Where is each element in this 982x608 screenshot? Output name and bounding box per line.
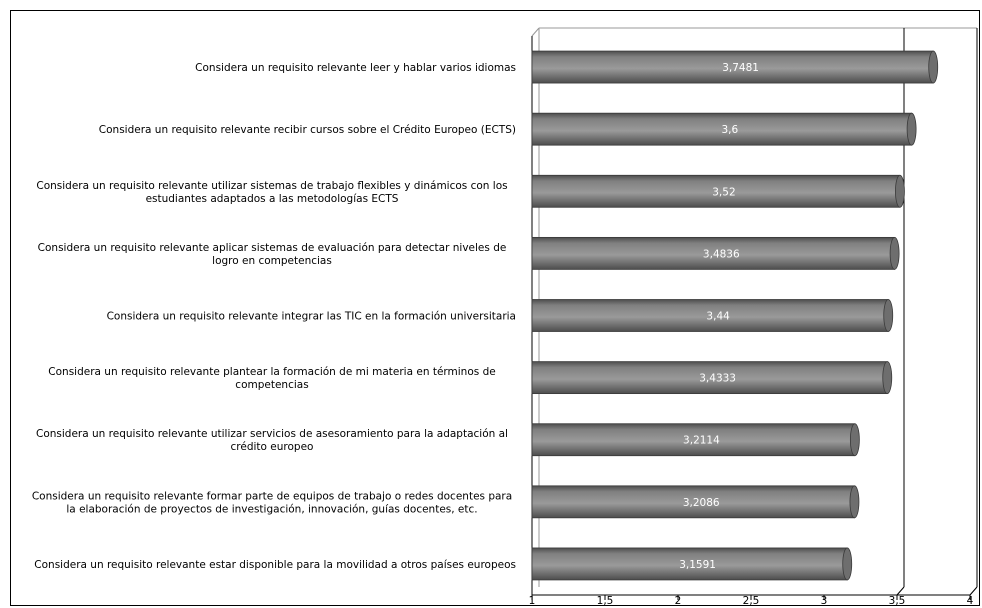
category-label: Considera un requisito relevante utiliza… xyxy=(36,180,507,205)
category-label-line: la elaboración de proyectos de investiga… xyxy=(66,503,477,515)
bar-cap xyxy=(842,547,853,581)
bar-cap xyxy=(849,423,860,457)
bar: 3,6 xyxy=(531,112,917,146)
bar-cap xyxy=(849,485,860,519)
category-label: Considera un requisito relevante formar … xyxy=(32,490,512,515)
x-tick-label: 1,5 xyxy=(597,595,614,607)
depth-edge xyxy=(531,27,540,37)
x-tick-label: 1 xyxy=(529,595,536,607)
bar-body xyxy=(531,485,855,519)
x-tick-label: 3 xyxy=(821,595,828,607)
x-tick-label: 2,5 xyxy=(743,595,760,607)
category-label-line: Considera un requisito relevante utiliza… xyxy=(36,180,507,192)
bar: 3,2086 xyxy=(531,485,860,519)
data-label: 3,2114 xyxy=(683,435,720,447)
data-label: 3,52 xyxy=(712,186,735,198)
category-label-line: crédito europeo xyxy=(231,441,314,453)
x-tick-label: 4 xyxy=(967,595,974,607)
data-label: 3,4836 xyxy=(703,248,740,260)
data-label: 3,7481 xyxy=(722,62,759,74)
bar-cap xyxy=(928,50,939,84)
bar-cap xyxy=(883,299,894,332)
data-label: 3,6 xyxy=(721,124,738,136)
bar-cap xyxy=(895,174,905,208)
bar: 3,7481 xyxy=(531,50,939,84)
bar: 3,2114 xyxy=(531,423,860,457)
category-label-line: competencias xyxy=(235,379,308,391)
bar-body xyxy=(531,299,889,332)
category-label: Considera un requisito relevante recibir… xyxy=(99,124,516,136)
gridline-foot xyxy=(969,586,978,596)
category-label-line: Considera un requisito relevante formar … xyxy=(32,490,512,502)
category-label-line: Considera un requisito relevante aplicar… xyxy=(38,242,507,254)
gridline-foot xyxy=(896,586,905,596)
category-label: Considera un requisito relevante plantea… xyxy=(48,366,495,391)
bar: 3,44 xyxy=(531,299,894,332)
bar-cap xyxy=(906,112,917,146)
bar: 3,4836 xyxy=(531,236,900,270)
bar-body xyxy=(531,361,888,395)
category-label-line: estudiantes adaptados a las metodologías… xyxy=(146,193,399,205)
category-label-line: logro en competencias xyxy=(212,255,332,267)
data-label: 3,44 xyxy=(706,311,730,323)
bar-cap xyxy=(889,236,900,270)
data-label: 3,2086 xyxy=(683,497,720,509)
bar: 3,4333 xyxy=(531,361,893,395)
x-tick-label: 2 xyxy=(675,595,682,607)
bar: 3,1591 xyxy=(531,547,853,581)
bar-body xyxy=(531,112,913,146)
bar-body xyxy=(531,50,934,84)
category-label-line: Considera un requisito relevante plantea… xyxy=(48,366,495,378)
category-label: Considera un requisito relevante utiliza… xyxy=(36,428,508,453)
bar-cap xyxy=(882,361,893,395)
category-label: Considera un requisito relevante integra… xyxy=(107,311,516,323)
bar-body xyxy=(531,236,896,270)
category-label: Considera un requisito relevante estar d… xyxy=(34,559,516,571)
bar: 3,52 xyxy=(531,174,905,208)
data-label: 3,1591 xyxy=(679,559,716,571)
category-label-line: Considera un requisito relevante utiliza… xyxy=(36,428,508,440)
data-label: 3,4333 xyxy=(699,373,736,385)
category-labels: Considera un requisito relevante leer y … xyxy=(32,62,516,571)
x-tick-label: 3,5 xyxy=(889,595,906,607)
category-label: Considera un requisito relevante leer y … xyxy=(195,62,516,74)
bars: 3,7481 3,6 3,52 3,4836 3,44 3,4333 3,2114 3,208… xyxy=(531,50,939,581)
category-label: Considera un requisito relevante aplicar… xyxy=(38,242,507,267)
